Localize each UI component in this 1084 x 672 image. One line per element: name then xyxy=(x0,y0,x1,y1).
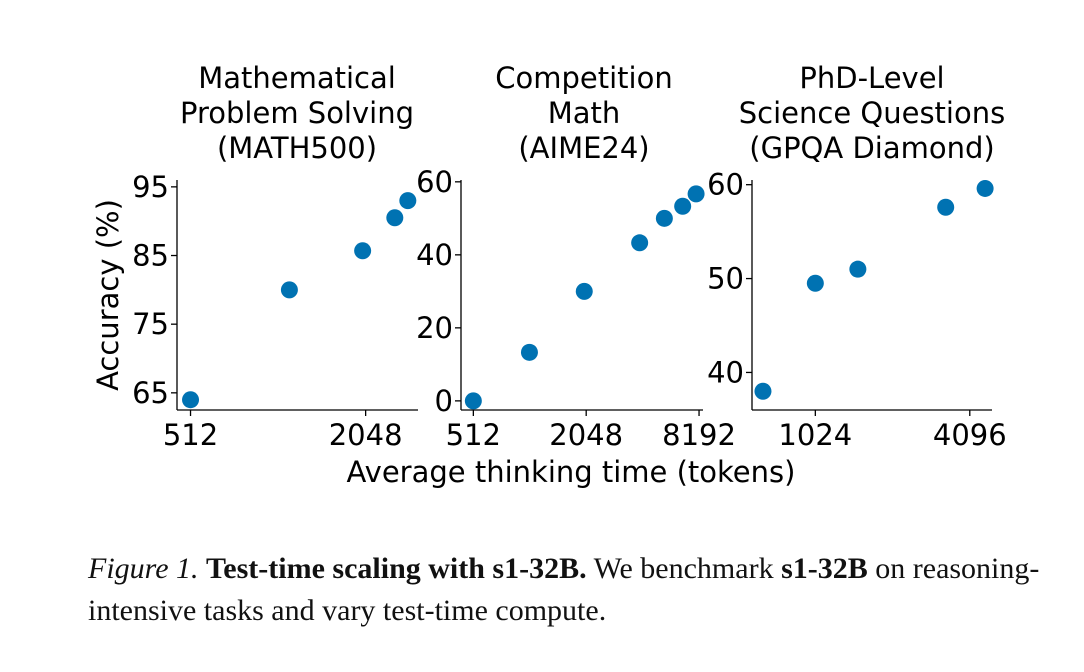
y-tick-label: 85 xyxy=(132,239,169,273)
data-point xyxy=(575,282,593,300)
x-tick-label: 1024 xyxy=(778,418,852,452)
x-tick-label: 512 xyxy=(446,418,501,452)
chart-title-line: (AIME24) xyxy=(518,131,649,165)
y-tick-label: 75 xyxy=(132,307,169,341)
y-tick-label: 60 xyxy=(416,165,453,199)
chart-title-line: Mathematical xyxy=(198,61,396,95)
x-tick-label: 512 xyxy=(163,418,218,452)
data-point xyxy=(806,274,824,292)
figure-panels: Average thinking time (tokens) Mathemati… xyxy=(91,61,1007,489)
data-point xyxy=(674,197,692,215)
data-point xyxy=(399,192,417,210)
data-point xyxy=(976,179,994,197)
figure-caption: Figure 1. Test-time scaling with s1-32B.… xyxy=(88,548,1048,632)
y-tick-label: 40 xyxy=(707,355,744,389)
chart-title-line: Math xyxy=(548,96,621,130)
caption-model: s1-32B xyxy=(781,552,868,585)
y-tick-label: 0 xyxy=(435,384,453,418)
y-tick-label: 60 xyxy=(707,168,744,202)
data-point xyxy=(464,392,482,410)
data-point xyxy=(386,209,404,227)
data-point xyxy=(631,234,649,252)
data-point xyxy=(849,260,867,278)
y-tick-label: 20 xyxy=(416,311,453,345)
x-tick-label: 8192 xyxy=(662,418,736,452)
x-tick-label: 2048 xyxy=(329,418,403,452)
y-axis-label: Accuracy (%) xyxy=(91,199,125,391)
data-point xyxy=(280,281,298,299)
caption-label: Figure 1. xyxy=(88,552,199,585)
chart-title-line: Problem Solving xyxy=(180,96,414,130)
chart-title-line: (GPQA Diamond) xyxy=(749,131,994,165)
caption-text-pre: We benchmark xyxy=(586,552,782,585)
data-point xyxy=(655,209,673,227)
data-point xyxy=(354,242,372,260)
y-tick-label: 40 xyxy=(416,238,453,272)
chart-title-line: Science Questions xyxy=(739,96,1005,130)
y-tick-label: 95 xyxy=(132,170,169,204)
data-point xyxy=(182,391,200,409)
y-tick-label: 50 xyxy=(707,262,744,296)
data-point xyxy=(520,343,538,361)
x-tick-label: 4096 xyxy=(933,418,1007,452)
chart-title-line: Competition xyxy=(495,61,672,95)
y-tick-label: 65 xyxy=(132,376,169,410)
x-tick-label: 2048 xyxy=(549,418,623,452)
data-point xyxy=(937,198,955,216)
data-point xyxy=(754,382,772,400)
caption-text-post: on reasoning-intensive tasks and vary te… xyxy=(88,552,1040,627)
data-point xyxy=(687,185,705,203)
chart-title-line: (MATH500) xyxy=(217,131,377,165)
chart-title-line: PhD-Level xyxy=(799,61,944,95)
shared-x-axis-label: Average thinking time (tokens) xyxy=(347,455,796,489)
caption-title: Test-time scaling with s1-32B. xyxy=(206,552,587,585)
